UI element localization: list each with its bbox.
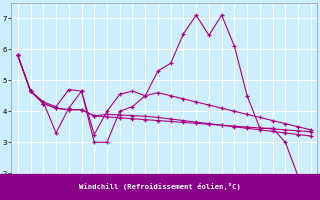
Text: Windchill (Refroidissement éolien,°C): Windchill (Refroidissement éolien,°C) bbox=[79, 184, 241, 190]
